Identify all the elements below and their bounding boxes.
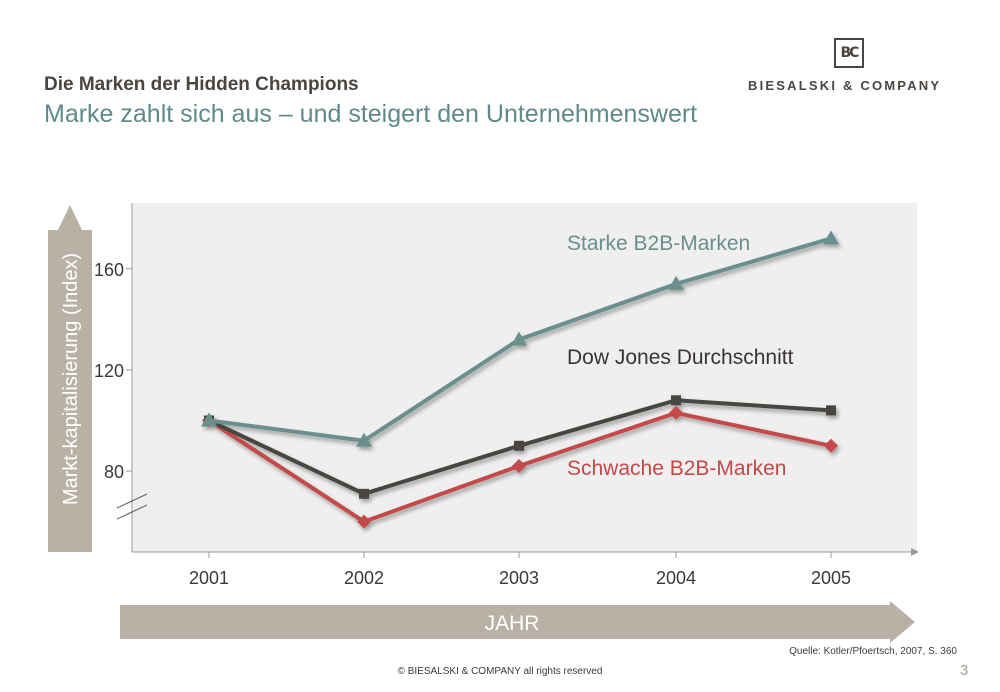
data-point-triangle <box>668 275 684 290</box>
series-layer <box>201 230 839 529</box>
x-tick-label: 2002 <box>344 568 384 588</box>
y-axis-arrow <box>48 205 92 552</box>
data-point-diamond <box>824 438 838 453</box>
source-note: Quelle: Kotler/Pfoertsch, 2007, S. 360 <box>789 646 957 657</box>
y-tick-label: 80 <box>104 462 124 482</box>
data-point-diamond <box>512 459 526 474</box>
data-point-square <box>514 440 524 451</box>
plot-background <box>132 203 917 552</box>
axis-break-mark <box>116 493 148 509</box>
axes <box>48 203 919 643</box>
data-point-diamond <box>357 514 371 529</box>
x-tick-label: 2001 <box>189 568 229 588</box>
x-axis-arrowhead <box>911 548 919 556</box>
y-axis-label: Markt-kapitalisierung (Index) <box>60 253 82 505</box>
data-point-square <box>826 405 836 416</box>
y-tick-label: 120 <box>94 361 124 381</box>
series-label: Schwache B2B-Marken <box>567 457 786 480</box>
series-label: Starke B2B-Marken <box>567 232 750 255</box>
x-axis-label: JAHR <box>485 612 540 635</box>
company-logo: BC BIESALSKI & COMPANY <box>748 38 953 98</box>
x-tick-label: 2005 <box>811 568 851 588</box>
page-number: 3 <box>960 662 969 679</box>
series-label: Dow Jones Durchschnitt <box>567 346 794 369</box>
data-point-triangle <box>511 331 527 346</box>
series-2 <box>202 405 838 529</box>
data-point-square <box>359 488 369 499</box>
copyright-note: © BIESALSKI & COMPANY all rights reserve… <box>397 666 603 677</box>
data-point-diamond <box>669 405 683 420</box>
logo-mark-icon: BC <box>834 38 864 68</box>
axis-break-mark <box>116 504 148 520</box>
logo-text: BIESALSKI & COMPANY <box>748 78 942 93</box>
data-point-triangle <box>356 432 372 447</box>
data-point-triangle <box>201 412 217 427</box>
series-0 <box>201 230 839 447</box>
page-subtitle: Marke zahlt sich aus – und steigert den … <box>44 100 698 128</box>
x-axis-arrow <box>120 601 915 643</box>
data-point-triangle <box>823 230 839 245</box>
page-title: Die Marken der Hidden Champions <box>44 74 359 95</box>
x-tick-label: 2004 <box>656 568 696 588</box>
y-tick-label: 160 <box>94 260 124 280</box>
x-tick-label: 2003 <box>499 568 539 588</box>
data-point-square <box>671 395 681 406</box>
labels-layer: 80 120 160 2001 2002 2003 2004 2005 Markt-kapita… <box>60 232 851 635</box>
